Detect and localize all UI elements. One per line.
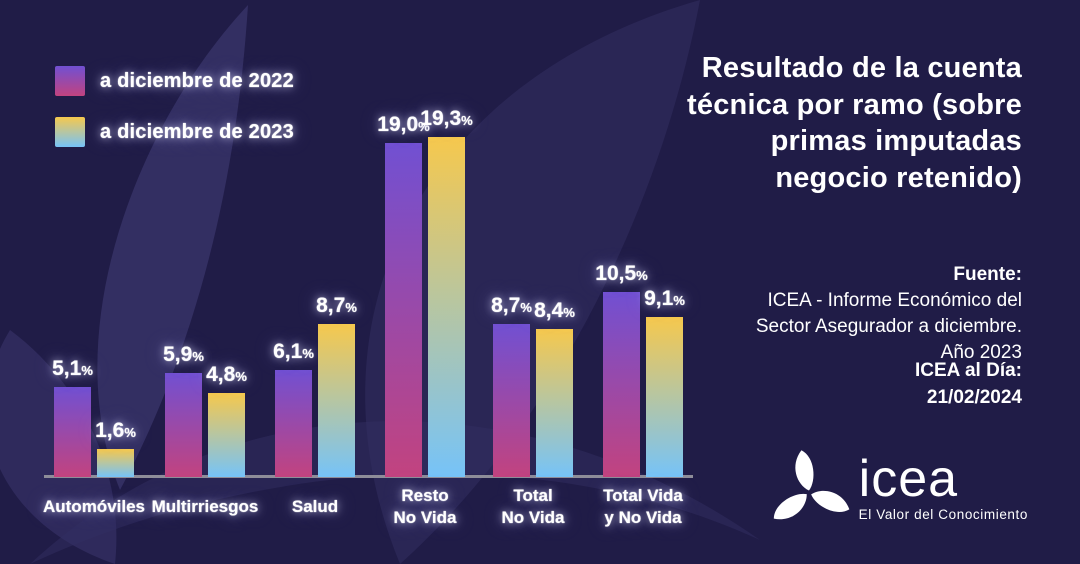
- value-label-2022-1: 5,9%: [163, 343, 204, 366]
- value-label-2022-3: 19,0%: [377, 113, 430, 136]
- bar-2023-4: [536, 329, 573, 477]
- icea-logo: icea El Valor del Conocimiento: [767, 444, 1028, 532]
- percent-sign: %: [192, 349, 204, 364]
- icea-trefoil-logo-icon: [768, 450, 851, 525]
- background-leaf: [97, 5, 248, 490]
- category-label-4: Total No Vida: [501, 485, 565, 527]
- percent-sign: %: [124, 425, 136, 440]
- value-label-2022-0: 5,1%: [52, 357, 93, 380]
- update-date: 21/02/2024: [926, 386, 1022, 408]
- source-line: ICEA - Informe Económico del: [767, 290, 1023, 312]
- percent-sign: %: [673, 293, 685, 308]
- category-label-5: Total Vida y No Vida: [603, 485, 683, 527]
- legend-label-2023: a diciembre de 2023: [100, 120, 294, 143]
- category-label-2: Salud: [291, 496, 339, 516]
- icea-logo-text-block: icea El Valor del Conocimiento: [858, 450, 1028, 522]
- source-line: Sector Asegurador a diciembre.: [755, 316, 1022, 338]
- percent-sign: %: [520, 300, 532, 315]
- legend-label-2022: a diciembre de 2022: [100, 69, 294, 92]
- value-label-2022-4: 8,7%: [491, 294, 532, 317]
- legend-item-2023: a diciembre de 2023: [55, 117, 294, 147]
- category-label-3: Resto No Vida: [393, 485, 457, 527]
- percent-sign: %: [563, 305, 575, 320]
- value-label-2023-5: 9,1%: [644, 287, 685, 310]
- bar-2023-5: [646, 317, 683, 477]
- percent-sign: %: [235, 369, 247, 384]
- bar-2023-0: [97, 449, 134, 477]
- percent-sign: %: [636, 268, 648, 283]
- value-label-2023-0: 1,6%: [95, 419, 136, 442]
- update-note: ICEA al Día: 21/02/2024: [915, 358, 1022, 411]
- bar-2022-0: [54, 387, 91, 477]
- percent-sign: %: [81, 363, 93, 378]
- value-label-2022-5: 10,5%: [595, 262, 648, 285]
- x-axis-line: [44, 475, 693, 478]
- legend-swatch-2023: [55, 117, 85, 147]
- legend-item-2022: a diciembre de 2022: [55, 66, 294, 96]
- icea-tagline: El Valor del Conocimiento: [858, 507, 1028, 522]
- bar-2022-3: [385, 143, 422, 477]
- bar-2022-2: [275, 370, 312, 477]
- source-label: Fuente:: [953, 264, 1022, 285]
- source-line: Año 2023: [940, 342, 1022, 364]
- percent-sign: %: [461, 113, 473, 128]
- value-label-2023-1: 4,8%: [206, 363, 247, 386]
- bar-2023-3: [428, 137, 465, 477]
- bar-2023-2: [318, 324, 355, 477]
- category-label-1: Multirriesgos: [151, 496, 259, 516]
- percent-sign: %: [345, 300, 357, 315]
- percent-sign: %: [418, 119, 430, 134]
- value-label-2022-2: 6,1%: [273, 340, 314, 363]
- value-label-2023-2: 8,7%: [316, 294, 357, 317]
- value-label-2023-4: 8,4%: [534, 299, 575, 322]
- source-note: Fuente: ICEA - Informe Económico del Sec…: [756, 262, 1022, 366]
- bar-2023-1: [208, 393, 245, 477]
- bar-2022-1: [165, 373, 202, 477]
- icea-wordmark: icea: [858, 450, 959, 508]
- percent-sign: %: [302, 346, 314, 361]
- chart-legend: a diciembre de 2022 a diciembre de 2023: [55, 66, 294, 168]
- category-label-0: Automóviles: [42, 496, 146, 516]
- page-title: Resultado de la cuenta técnica por ramo …: [687, 52, 1022, 194]
- update-label: ICEA al Día:: [915, 360, 1022, 381]
- value-label-2023-3: 19,3%: [420, 107, 473, 130]
- bar-2022-5: [603, 292, 640, 477]
- legend-swatch-2022: [55, 66, 85, 96]
- bar-2022-4: [493, 324, 530, 477]
